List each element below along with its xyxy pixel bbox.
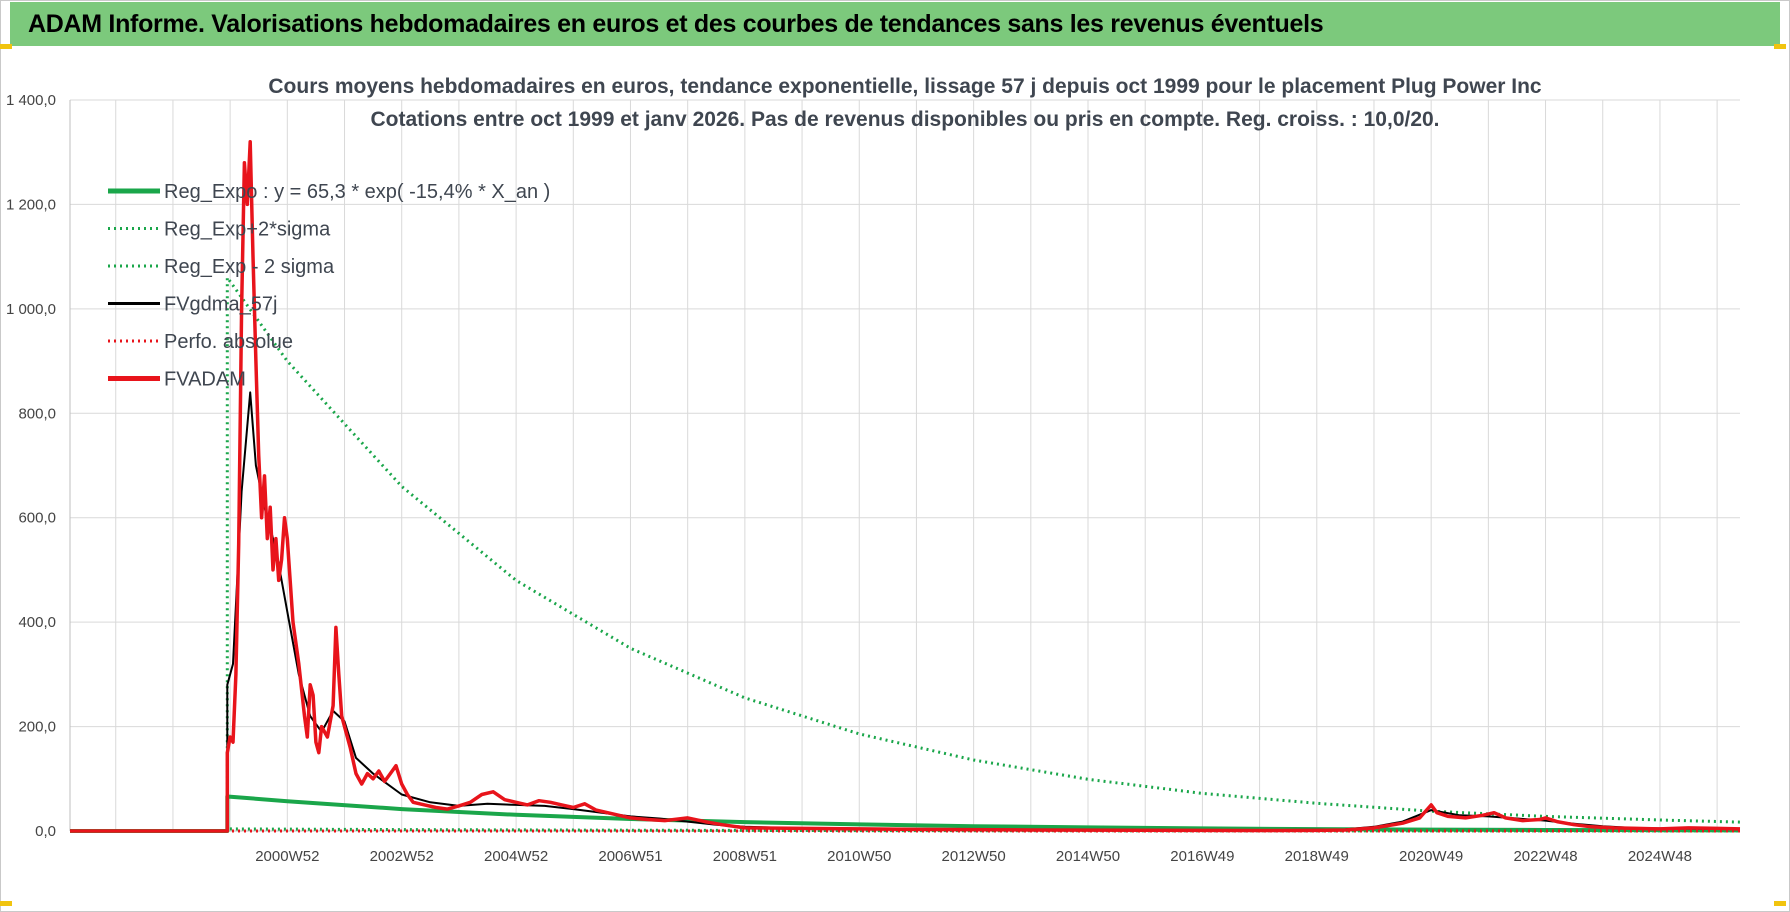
x-tick-label: 2022W48 xyxy=(1513,848,1577,865)
series-line xyxy=(70,140,1741,833)
y-tick-label: 200,0 xyxy=(18,719,56,736)
x-tick-label: 2008W51 xyxy=(713,848,777,865)
x-tick-label: 2004W52 xyxy=(484,848,548,865)
y-tick-label: 400,0 xyxy=(18,614,56,631)
x-tick-label: 2012W50 xyxy=(942,848,1006,865)
header-bar: ADAM Informe. Valorisations hebdomadaire… xyxy=(10,2,1780,46)
x-tick-label: 2024W48 xyxy=(1628,848,1692,865)
chart-title: Cours moyens hebdomadaires en euros, ten… xyxy=(268,75,1542,131)
legend-label: Reg_Exp+2*sigma xyxy=(164,219,331,241)
y-tick-label: 1 200,0 xyxy=(6,196,56,213)
y-tick-label: 800,0 xyxy=(18,405,56,422)
legend-label: FVgdma_57j xyxy=(164,294,277,316)
legend-label: FVADAM xyxy=(164,369,246,391)
series-lines xyxy=(70,140,1741,833)
legend-label: Perfo. absolue xyxy=(164,331,293,353)
page-title: ADAM Informe. Valorisations hebdomadaire… xyxy=(28,10,1324,38)
x-tick-label: 2018W49 xyxy=(1285,848,1349,865)
grid-lines xyxy=(69,99,1740,832)
legend-label: Reg_Expo : y = 65,3 * exp( -15,4% * X_an… xyxy=(164,181,550,203)
x-tick-label: 2014W50 xyxy=(1056,848,1120,865)
x-tick-label: 2006W51 xyxy=(598,848,662,865)
legend-label: Reg_Exp - 2 sigma xyxy=(164,256,335,278)
corner-mark-left xyxy=(0,44,12,49)
x-tick-label: 2020W49 xyxy=(1399,848,1463,865)
x-tick-label: 2002W52 xyxy=(370,848,434,865)
y-tick-label: 600,0 xyxy=(18,510,56,527)
series-line xyxy=(70,391,1740,832)
chart-title-line-1: Cours moyens hebdomadaires en euros, ten… xyxy=(268,75,1542,98)
corner-mark-bottom-left xyxy=(0,901,12,906)
corner-mark-right xyxy=(1774,44,1786,49)
x-tick-label: 2010W50 xyxy=(827,848,891,865)
x-tick-label: 2000W52 xyxy=(255,848,319,865)
y-tick-label: 1 400,0 xyxy=(6,92,56,109)
chart-title-line-2: Cotations entre oct 1999 et janv 2026. P… xyxy=(370,108,1439,131)
y-tick-label: 1 000,0 xyxy=(6,301,56,318)
y-tick-label: 0,0 xyxy=(35,823,56,840)
x-tick-label: 2016W49 xyxy=(1170,848,1234,865)
y-axis-ticks: 0,0 200,0 400,0 600,0 800,0 1 000,0 1 200,0 1 4… xyxy=(6,92,56,840)
legend: Reg_Expo : y = 65,3 * exp( -15,4% * X_an… xyxy=(108,181,550,391)
series-line xyxy=(70,276,1741,833)
corner-mark-bottom-right xyxy=(1774,901,1786,906)
x-axis-ticks: 2000W52 2002W52 2004W52 2006W51 2008W51 2010W… xyxy=(255,848,1692,865)
